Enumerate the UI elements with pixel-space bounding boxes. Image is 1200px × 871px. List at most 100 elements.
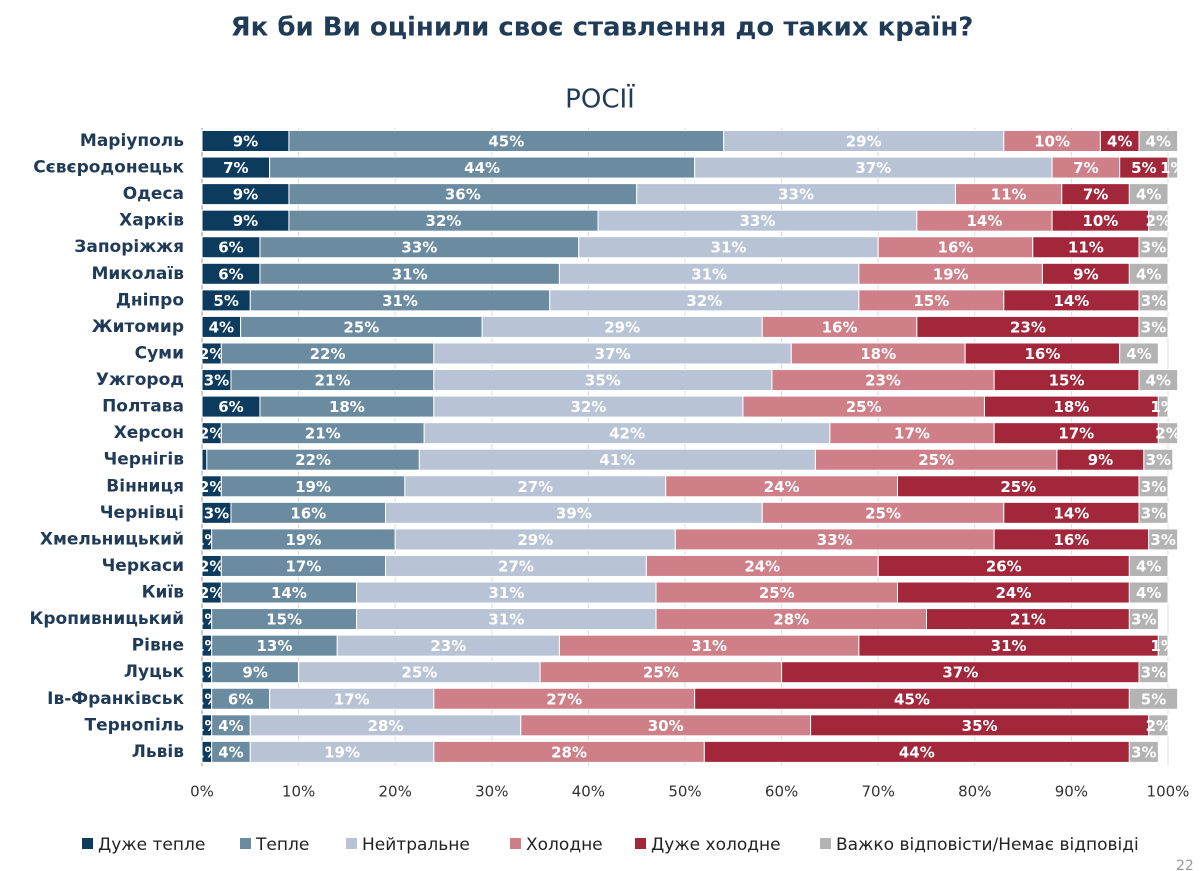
value-label: 25% <box>846 398 882 416</box>
category-label: Луцьк <box>124 662 185 682</box>
value-label: 31% <box>991 637 1027 655</box>
value-label: 4% <box>1136 584 1161 602</box>
value-label: 14% <box>1053 504 1089 522</box>
bar-segment <box>1157 422 1179 445</box>
value-label: 22% <box>295 451 331 469</box>
legend-label: Холодне <box>526 835 603 855</box>
x-tick-label: 50% <box>668 783 701 801</box>
value-label: 4% <box>1136 265 1161 283</box>
value-label: 10% <box>1034 133 1070 151</box>
value-label: 3% <box>1141 478 1166 496</box>
value-label: 25% <box>343 318 379 336</box>
value-label: 15% <box>913 292 949 310</box>
value-label: 5% <box>1141 690 1166 708</box>
x-tick-label: 0% <box>190 783 214 801</box>
value-label: 30% <box>648 717 684 735</box>
bar-segment <box>1128 554 1169 577</box>
value-label: 6% <box>218 265 243 283</box>
bar-segment <box>1138 315 1169 338</box>
bar-segment <box>1138 289 1169 312</box>
legend-swatch <box>82 838 93 849</box>
chart-subtitle: РОСІЇ <box>565 83 635 115</box>
category-label: Суми <box>135 343 184 363</box>
value-label: 16% <box>938 239 974 257</box>
value-label: 1% <box>1160 159 1185 177</box>
value-label: 24% <box>744 557 780 575</box>
category-label: Київ <box>142 583 185 603</box>
bar-segment <box>1167 156 1179 179</box>
value-label: 23% <box>1010 318 1046 336</box>
category-label: Житомир <box>92 317 184 337</box>
category-label: Маріуполь <box>80 131 184 151</box>
legend-label: Важко відповісти/Немає відповіді <box>836 835 1139 855</box>
value-label: 3% <box>1146 451 1171 469</box>
category-label: Херсон <box>114 423 184 443</box>
value-label: 28% <box>368 717 404 735</box>
value-label: 14% <box>967 212 1003 230</box>
bar-segment <box>1119 342 1159 365</box>
value-label: 2% <box>199 345 224 363</box>
value-label: 32% <box>686 292 722 310</box>
value-label: 31% <box>488 611 524 629</box>
value-label: 44% <box>464 159 500 177</box>
value-label: 10% <box>1082 212 1118 230</box>
value-label: 26% <box>986 557 1022 575</box>
legend-label: Дуже холодне <box>651 835 781 855</box>
category-label: Дніпро <box>116 290 184 310</box>
value-label: 19% <box>295 478 331 496</box>
value-label: 3% <box>1131 611 1156 629</box>
bar-segment <box>1138 661 1169 684</box>
category-label: Харків <box>119 211 184 231</box>
value-label: 33% <box>739 212 775 230</box>
value-label: 4% <box>1146 372 1171 390</box>
value-label: 4% <box>209 318 234 336</box>
value-label: 21% <box>1010 611 1046 629</box>
value-label: 45% <box>894 690 930 708</box>
value-label: 37% <box>855 159 891 177</box>
bar-segment <box>1148 528 1179 551</box>
chart-title: Як би Ви оцінили своє ставлення до таких… <box>231 13 974 43</box>
page-number: 22 <box>1176 858 1194 871</box>
value-label: 28% <box>773 611 809 629</box>
value-label: 3% <box>1141 664 1166 682</box>
value-label: 23% <box>865 372 901 390</box>
x-tick-label: 80% <box>958 783 991 801</box>
x-tick-label: 90% <box>1055 783 1088 801</box>
category-label: Сєвєродонецьк <box>33 158 184 178</box>
value-label: 16% <box>290 504 326 522</box>
value-label: 9% <box>233 212 258 230</box>
value-label: 25% <box>865 504 901 522</box>
value-label: 4% <box>1136 186 1161 204</box>
value-label: 41% <box>599 451 635 469</box>
value-label: 14% <box>271 584 307 602</box>
legend-swatch <box>510 838 521 849</box>
legend-swatch <box>820 838 831 849</box>
value-label: 27% <box>498 557 534 575</box>
value-label: 45% <box>488 133 524 151</box>
value-label: 2% <box>1146 717 1171 735</box>
legend-swatch <box>346 838 357 849</box>
value-label: 2% <box>1146 212 1171 230</box>
value-label: 7% <box>1073 159 1098 177</box>
category-label: Тернопіль <box>85 715 185 735</box>
bar-segment <box>1128 608 1159 631</box>
value-label: 31% <box>392 265 428 283</box>
value-label: 4% <box>1136 557 1161 575</box>
bar-segment <box>1128 581 1169 604</box>
value-label: 18% <box>329 398 365 416</box>
value-label: 4% <box>1146 133 1171 151</box>
value-label: 1% <box>1150 398 1175 416</box>
value-label: 3% <box>1131 743 1156 761</box>
value-label: 27% <box>546 690 582 708</box>
value-label: 6% <box>218 398 243 416</box>
value-label: 3% <box>204 372 229 390</box>
value-label: 35% <box>962 717 998 735</box>
category-label: Ів-Франківськ <box>47 689 184 709</box>
value-label: 7% <box>223 159 248 177</box>
value-label: 21% <box>305 425 341 443</box>
value-label: 13% <box>256 637 292 655</box>
x-tick-label: 100% <box>1147 783 1190 801</box>
value-label: 37% <box>942 664 978 682</box>
value-label: 33% <box>778 186 814 204</box>
